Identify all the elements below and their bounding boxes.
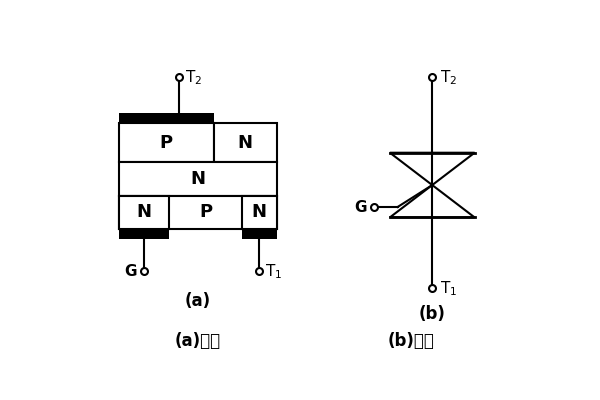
Text: P: P [160, 134, 173, 152]
Text: $\mathrm{T_2}$: $\mathrm{T_2}$ [440, 68, 457, 87]
Text: G: G [124, 264, 136, 279]
Text: $\mathrm{T_2}$: $\mathrm{T_2}$ [185, 68, 202, 87]
FancyBboxPatch shape [119, 162, 277, 196]
Text: (a)结构: (a)结构 [175, 332, 221, 350]
FancyBboxPatch shape [119, 196, 277, 229]
Text: P: P [199, 203, 212, 221]
Text: (b): (b) [419, 305, 446, 323]
FancyBboxPatch shape [242, 229, 277, 239]
Text: $\mathrm{T_1}$: $\mathrm{T_1}$ [265, 262, 283, 281]
FancyBboxPatch shape [242, 196, 277, 229]
Text: (b)符号: (b)符号 [388, 332, 435, 350]
Text: $\mathrm{T_1}$: $\mathrm{T_1}$ [440, 279, 457, 298]
FancyBboxPatch shape [119, 114, 214, 124]
FancyBboxPatch shape [119, 196, 169, 229]
Text: G: G [354, 200, 367, 214]
Text: N: N [190, 170, 205, 188]
Text: N: N [137, 203, 152, 221]
FancyBboxPatch shape [214, 124, 277, 162]
FancyBboxPatch shape [119, 124, 214, 162]
Text: N: N [252, 203, 267, 221]
Text: (a): (a) [185, 292, 211, 310]
Text: N: N [238, 134, 253, 152]
FancyBboxPatch shape [119, 229, 169, 239]
